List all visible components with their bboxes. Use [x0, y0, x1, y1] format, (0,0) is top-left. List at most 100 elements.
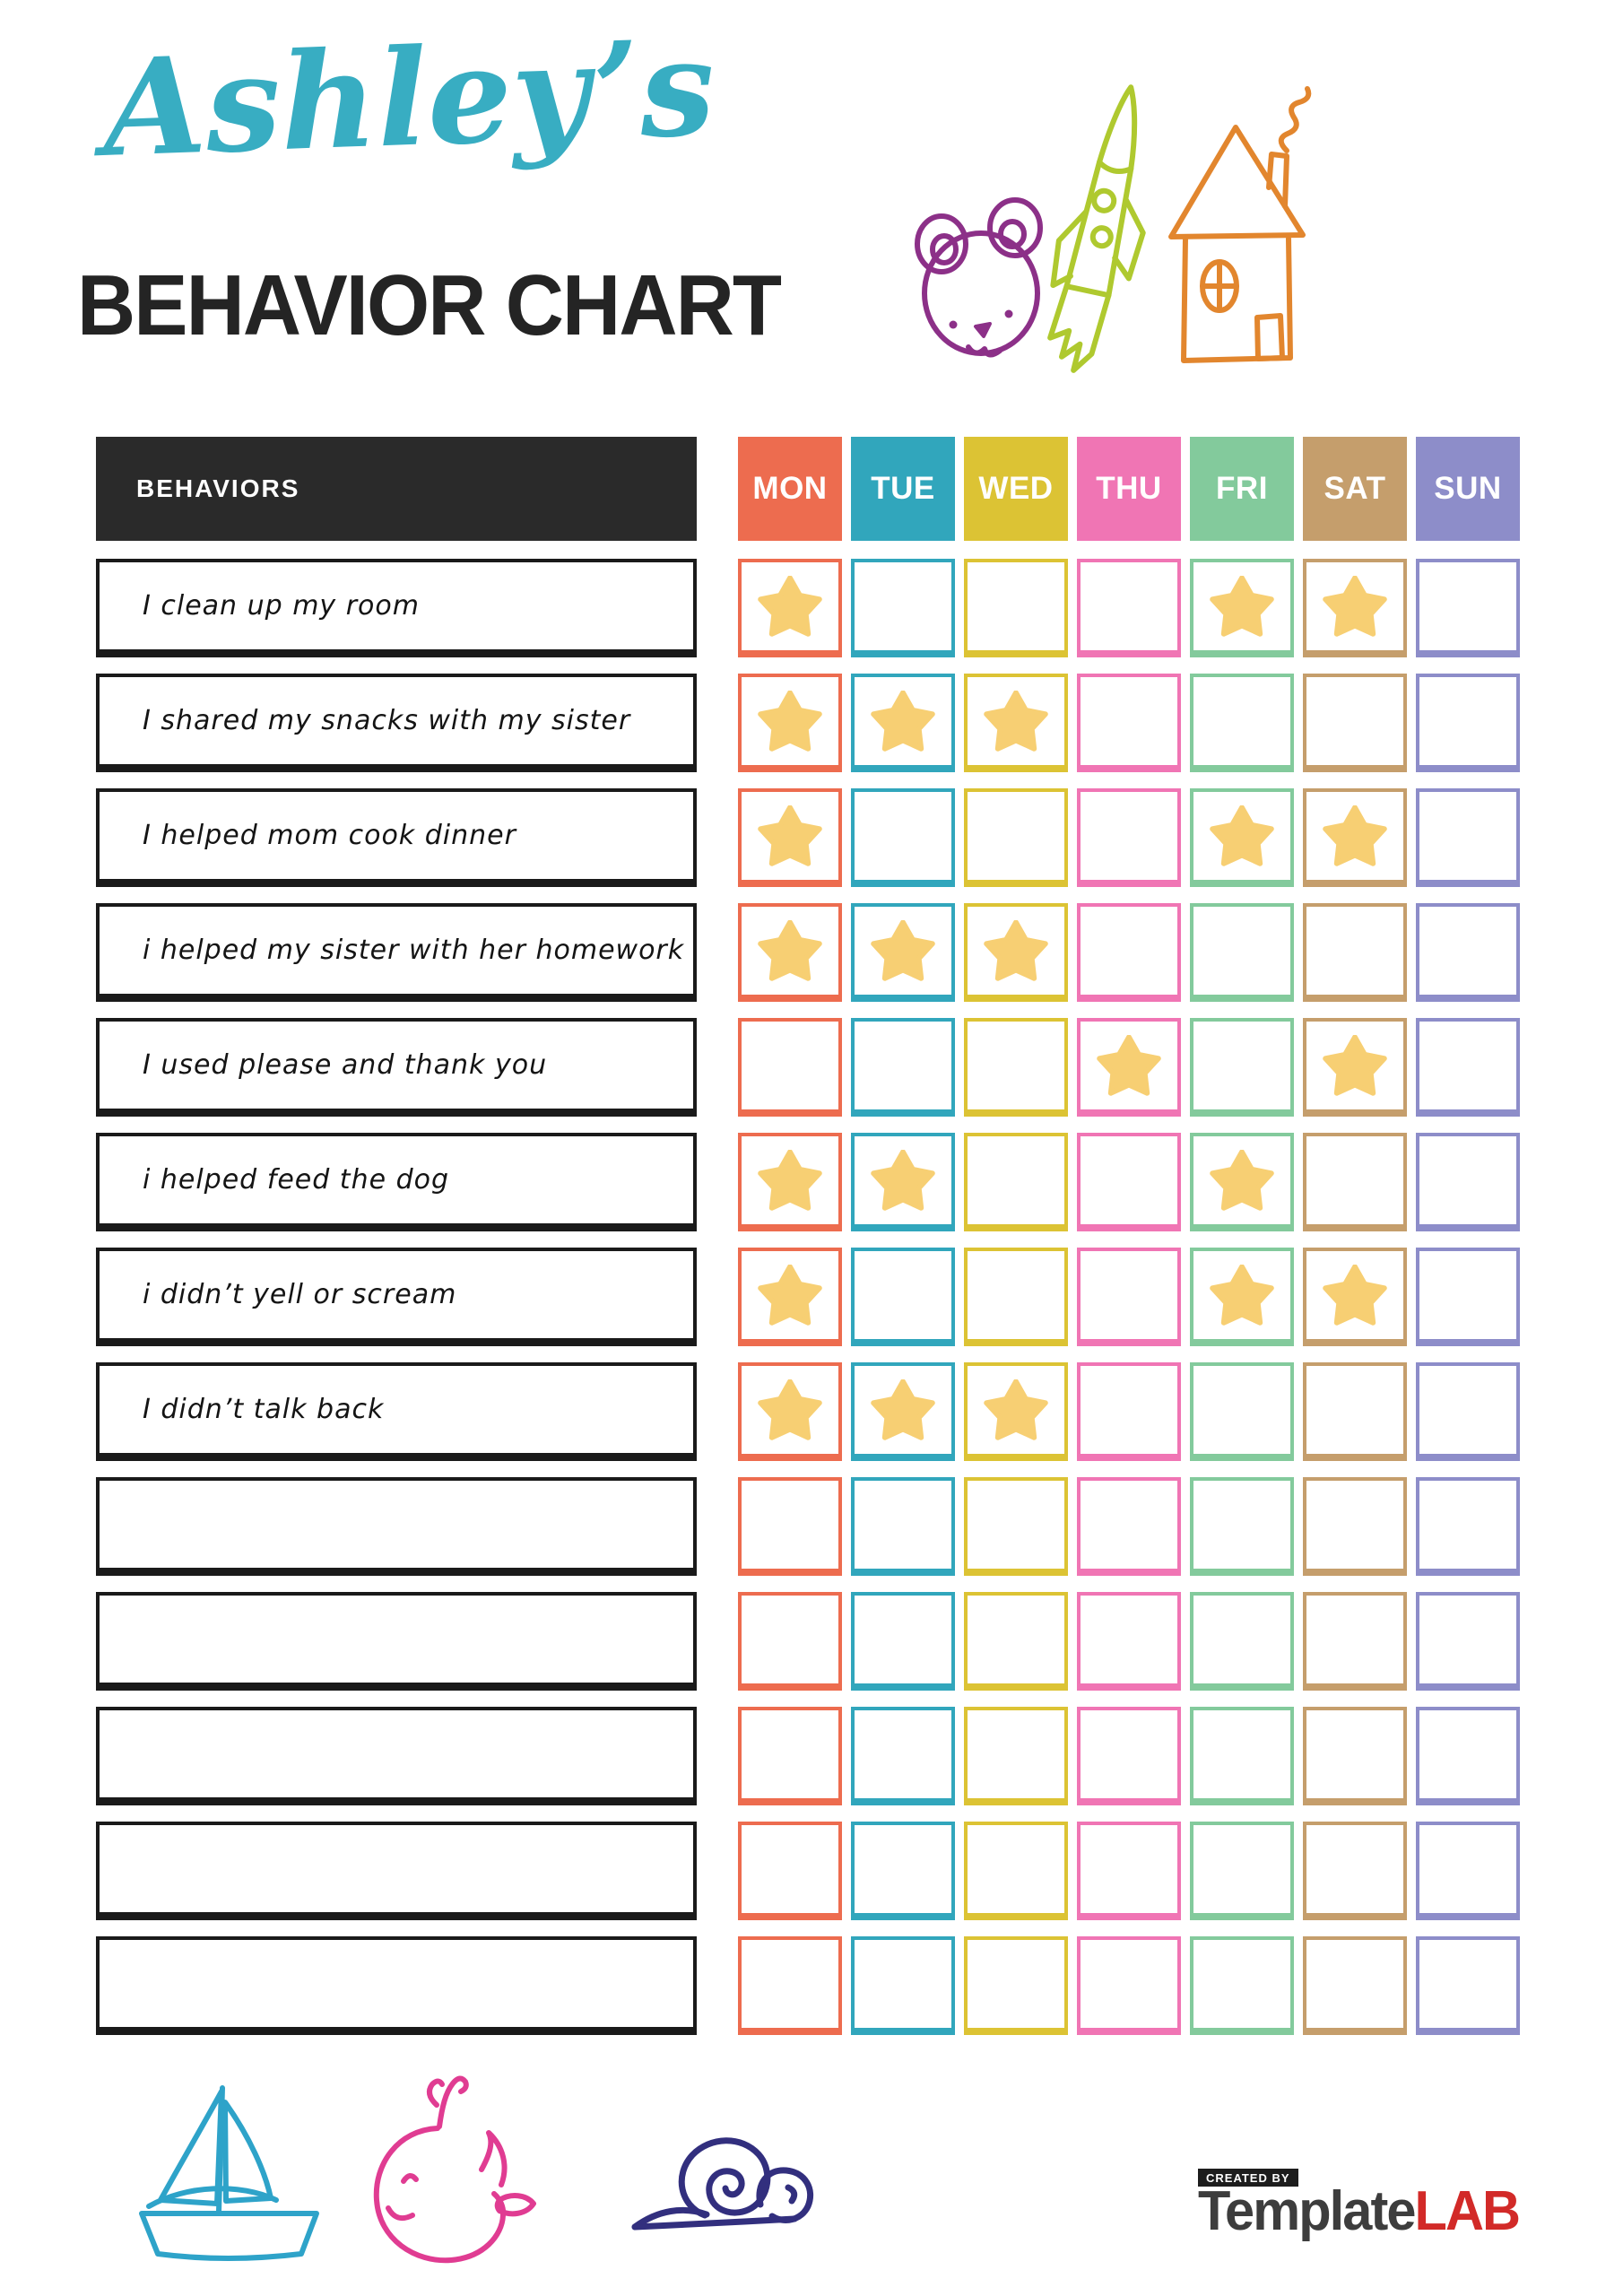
table-row [96, 1477, 1523, 1576]
chart-cell-fri[interactable] [1190, 559, 1294, 657]
chart-cell-tue[interactable] [851, 1018, 955, 1117]
chart-cell-thu[interactable] [1077, 1477, 1181, 1576]
chart-cell-fri[interactable] [1190, 1707, 1294, 1805]
chart-cell-sat[interactable] [1303, 1133, 1407, 1231]
chart-cell-sat[interactable] [1303, 1362, 1407, 1461]
chart-cell-wed[interactable] [964, 1133, 1068, 1231]
chart-cell-mon[interactable] [738, 1936, 842, 2035]
chart-cell-thu[interactable] [1077, 1248, 1181, 1346]
chart-cell-wed[interactable] [964, 1018, 1068, 1117]
chart-cell-tue[interactable] [851, 674, 955, 772]
chart-cell-wed[interactable] [964, 1592, 1068, 1691]
chart-cell-wed[interactable] [964, 559, 1068, 657]
chart-cell-sat[interactable] [1303, 1477, 1407, 1576]
chart-cell-fri[interactable] [1190, 1477, 1294, 1576]
chart-cell-tue[interactable] [851, 1362, 955, 1461]
behavior-label[interactable] [96, 1477, 697, 1576]
chart-cell-mon[interactable] [738, 1707, 842, 1805]
chart-cell-mon[interactable] [738, 1362, 842, 1461]
star-icon [1210, 805, 1274, 866]
chart-cell-wed[interactable] [964, 1362, 1068, 1461]
chart-cell-fri[interactable] [1190, 1592, 1294, 1691]
chart-cell-sun[interactable] [1416, 788, 1520, 887]
chart-cell-tue[interactable] [851, 1477, 955, 1576]
table-row [96, 1592, 1523, 1691]
chart-cell-thu[interactable] [1077, 1936, 1181, 2035]
chart-cell-fri[interactable] [1190, 1822, 1294, 1920]
chart-cell-fri[interactable] [1190, 1936, 1294, 2035]
chart-cell-mon[interactable] [738, 1822, 842, 1920]
chart-cell-fri[interactable] [1190, 674, 1294, 772]
chart-cell-sun[interactable] [1416, 1133, 1520, 1231]
behavior-label[interactable] [96, 1936, 697, 2035]
chart-cell-sat[interactable] [1303, 903, 1407, 1002]
chart-cell-thu[interactable] [1077, 1133, 1181, 1231]
chart-cell-mon[interactable] [738, 1133, 842, 1231]
chart-cell-tue[interactable] [851, 1822, 955, 1920]
chart-cell-sun[interactable] [1416, 1936, 1520, 2035]
chart-cell-sat[interactable] [1303, 1707, 1407, 1805]
chart-cell-mon[interactable] [738, 559, 842, 657]
chart-cell-tue[interactable] [851, 559, 955, 657]
behavior-label[interactable] [96, 1822, 697, 1920]
chart-cell-fri[interactable] [1190, 1133, 1294, 1231]
chart-cell-tue[interactable] [851, 1133, 955, 1231]
chart-cell-mon[interactable] [738, 1018, 842, 1117]
table-row: i helped feed the dog [96, 1133, 1523, 1231]
chart-cell-wed[interactable] [964, 903, 1068, 1002]
chart-cell-sun[interactable] [1416, 1592, 1520, 1691]
chart-cell-sat[interactable] [1303, 1822, 1407, 1920]
behavior-label[interactable] [96, 1592, 697, 1691]
chart-cell-mon[interactable] [738, 1248, 842, 1346]
chart-cell-sun[interactable] [1416, 1018, 1520, 1117]
chart-cell-fri[interactable] [1190, 788, 1294, 887]
chart-cell-fri[interactable] [1190, 1248, 1294, 1346]
chart-cell-tue[interactable] [851, 1936, 955, 2035]
chart-cell-wed[interactable] [964, 674, 1068, 772]
chart-cell-mon[interactable] [738, 1592, 842, 1691]
chart-cell-tue[interactable] [851, 788, 955, 887]
chart-cell-thu[interactable] [1077, 1592, 1181, 1691]
chart-cell-wed[interactable] [964, 1477, 1068, 1576]
chart-cell-wed[interactable] [964, 1822, 1068, 1920]
chart-cell-wed[interactable] [964, 1707, 1068, 1805]
chart-cell-thu[interactable] [1077, 788, 1181, 887]
chart-cell-sat[interactable] [1303, 559, 1407, 657]
behavior-label[interactable] [96, 1707, 697, 1805]
chart-cell-thu[interactable] [1077, 1822, 1181, 1920]
chart-cell-tue[interactable] [851, 1248, 955, 1346]
chart-cell-mon[interactable] [738, 674, 842, 772]
chart-cell-sat[interactable] [1303, 674, 1407, 772]
chart-cell-sat[interactable] [1303, 788, 1407, 887]
chart-cell-sun[interactable] [1416, 1822, 1520, 1920]
chart-cell-sun[interactable] [1416, 1477, 1520, 1576]
chart-cell-sun[interactable] [1416, 903, 1520, 1002]
chart-cell-thu[interactable] [1077, 903, 1181, 1002]
chart-cell-sun[interactable] [1416, 559, 1520, 657]
chart-cell-thu[interactable] [1077, 1362, 1181, 1461]
chart-cell-sat[interactable] [1303, 1248, 1407, 1346]
chart-cell-wed[interactable] [964, 1936, 1068, 2035]
chart-cell-sat[interactable] [1303, 1018, 1407, 1117]
chart-cell-thu[interactable] [1077, 1018, 1181, 1117]
chart-cell-wed[interactable] [964, 1248, 1068, 1346]
chart-cell-mon[interactable] [738, 903, 842, 1002]
chart-cell-fri[interactable] [1190, 903, 1294, 1002]
chart-cell-thu[interactable] [1077, 674, 1181, 772]
chart-cell-mon[interactable] [738, 788, 842, 887]
chart-cell-tue[interactable] [851, 903, 955, 1002]
chart-cell-sat[interactable] [1303, 1592, 1407, 1691]
chart-cell-sun[interactable] [1416, 1362, 1520, 1461]
chart-cell-fri[interactable] [1190, 1362, 1294, 1461]
chart-cell-thu[interactable] [1077, 1707, 1181, 1805]
chart-cell-sun[interactable] [1416, 1248, 1520, 1346]
chart-cell-tue[interactable] [851, 1707, 955, 1805]
chart-cell-sat[interactable] [1303, 1936, 1407, 2035]
chart-cell-mon[interactable] [738, 1477, 842, 1576]
chart-cell-thu[interactable] [1077, 559, 1181, 657]
chart-cell-fri[interactable] [1190, 1018, 1294, 1117]
chart-cell-sun[interactable] [1416, 674, 1520, 772]
chart-cell-tue[interactable] [851, 1592, 955, 1691]
chart-cell-sun[interactable] [1416, 1707, 1520, 1805]
chart-cell-wed[interactable] [964, 788, 1068, 887]
